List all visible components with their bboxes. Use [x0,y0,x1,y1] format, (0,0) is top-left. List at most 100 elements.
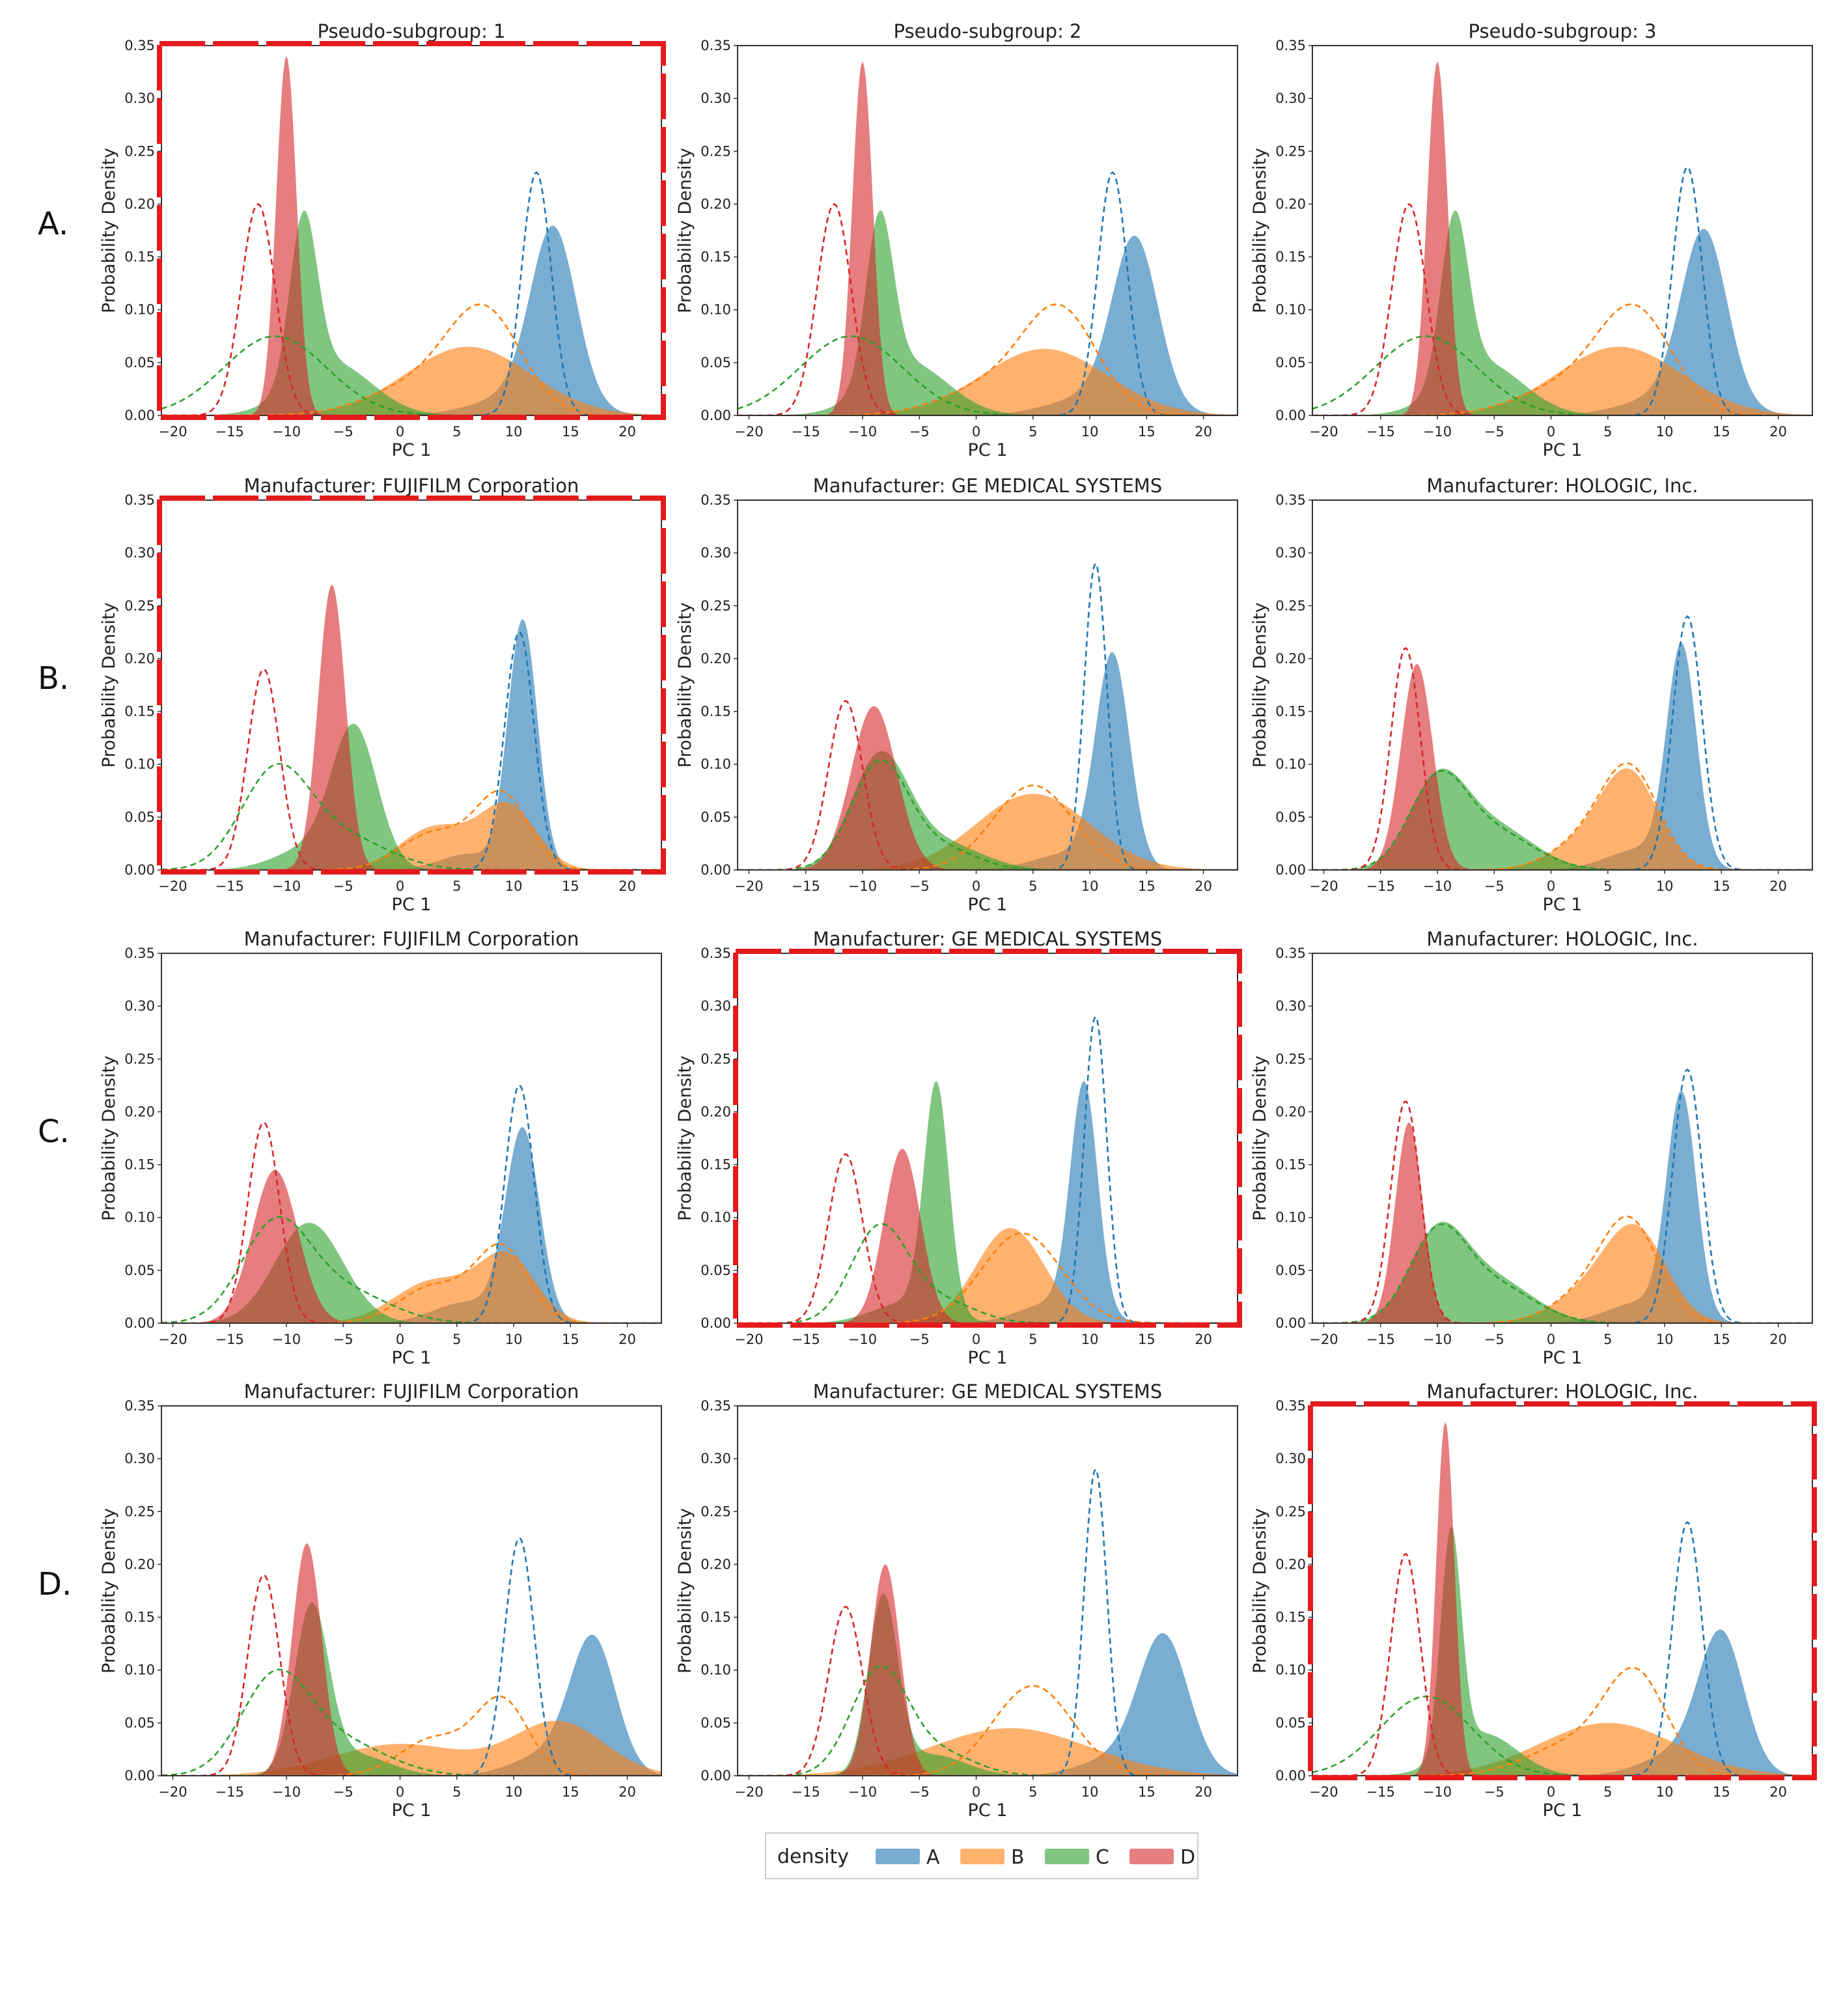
y-tick-label: 0.25 [124,1051,155,1067]
x-tick-label: 0 [396,1784,404,1800]
plot-area [1312,615,1812,870]
x-tick-label: 20 [1769,1784,1787,1800]
x-tick-label: −20 [158,1332,187,1347]
panel-6: Manufacturer: HOLOGIC, Inc. 0.00 0.05 0.10 0… [1250,475,1813,915]
filled-density-b [738,794,1238,870]
plot-area [161,1084,661,1323]
dashed-density-b [738,1232,1238,1323]
y-tick-label: 0.30 [124,998,155,1014]
y-tick-label: 0.25 [700,143,731,159]
x-tick-label: −15 [792,878,820,894]
y-tick-label: 0.35 [1275,945,1306,961]
y-axis-label: Probability Density [1250,1508,1270,1673]
x-tick-label: 20 [1769,424,1787,440]
y-tick-label: 0.10 [124,1210,155,1225]
y-tick-label: 0.00 [124,1315,155,1331]
panel-title: Manufacturer: FUJIFILM Corporation [244,928,579,950]
y-axis-label: Probability Density [1250,1056,1270,1221]
x-tick-label: 20 [1195,878,1212,894]
x-axis-label: PC 1 [968,1800,1008,1821]
y-axis-label: Probability Density [99,1056,119,1221]
filled-density-a [161,225,661,415]
dashed-density-c [161,1668,661,1776]
y-tick-label: 0.10 [1275,757,1306,772]
panel-frame [737,1405,1238,1776]
filled-density-a [161,619,661,870]
x-tick-label: 10 [505,1332,523,1347]
plot-area [161,584,661,870]
x-tick-label: −20 [734,424,763,440]
legend-label-c: C [1096,1846,1109,1869]
x-tick-label: 5 [1029,1784,1037,1800]
x-tick-label: 5 [452,1332,461,1347]
dashed-density-c [1312,770,1812,870]
plot-area [738,1467,1238,1776]
x-axis-label: PC 1 [968,895,1008,915]
legend-swatch-b [960,1849,1004,1864]
y-tick-label: 0.30 [1275,91,1306,106]
y-tick-label: 0.15 [1275,249,1306,265]
dashed-density-d [738,1605,1238,1776]
x-tick-label: −10 [1423,424,1452,440]
x-tick-label: 15 [562,1332,579,1347]
filled-density-d [738,706,1238,870]
x-tick-label: −20 [158,1784,187,1800]
x-tick-label: −15 [792,424,820,440]
x-tick-label: −10 [1423,1784,1452,1800]
dashed-density-d [1312,203,1812,415]
panel-5: Manufacturer: GE MEDICAL SYSTEMS 0.00 0.05… [675,475,1238,915]
x-tick-label: −5 [1484,1784,1504,1800]
x-tick-label: −10 [272,878,301,894]
plot-area [161,56,661,415]
y-axis-label: Probability Density [1250,148,1270,313]
x-tick-label: −10 [848,878,877,894]
x-tick-label: 15 [1138,424,1156,440]
dashed-density-b [161,789,661,870]
x-tick-label: −10 [1423,1332,1452,1347]
y-tick-label: 0.00 [700,862,731,878]
x-tick-label: −5 [333,424,353,440]
x-tick-label: 0 [1547,1332,1555,1347]
y-tick-label: 0.15 [1275,704,1306,720]
dashed-density-c [161,335,661,415]
y-axis-label: Probability Density [675,602,695,768]
y-tick-label: 0.30 [1275,998,1306,1014]
y-tick-label: 0.30 [1275,1451,1306,1466]
filled-density-b [1312,768,1812,870]
y-tick-label: 0.20 [700,1556,731,1572]
x-tick-label: 15 [562,1784,579,1800]
y-tick-label: 0.15 [124,1610,155,1625]
plot-area [1312,1068,1812,1323]
y-tick-label: 0.10 [700,1662,731,1678]
x-tick-label: −15 [792,1332,820,1347]
filled-density-b [161,802,661,870]
x-tick-label: 10 [1081,878,1099,894]
y-tick-label: 0.05 [124,1715,155,1731]
x-tick-label: 20 [618,878,636,894]
x-tick-label: −15 [792,1784,820,1800]
y-tick-label: 0.35 [700,492,731,508]
x-axis-label: PC 1 [392,1800,432,1821]
panel-frame [737,45,1238,416]
x-tick-label: −15 [215,1332,244,1347]
x-tick-label: −5 [909,878,930,894]
y-tick-label: 0.20 [700,651,731,666]
y-tick-label: 0.00 [1275,862,1306,878]
x-tick-label: 10 [1656,1332,1674,1347]
x-tick-label: 20 [618,1332,636,1347]
x-tick-label: 10 [1081,424,1099,440]
filled-density-b [1312,1224,1812,1323]
panel-frame [1312,499,1813,871]
panel-9: Manufacturer: HOLOGIC, Inc. 0.00 0.05 0.10 0… [1250,928,1813,1368]
x-tick-label: 0 [972,424,980,440]
filled-density-d [161,1543,661,1776]
x-tick-label: 10 [1656,878,1674,894]
filled-density-d [1312,61,1812,415]
x-tick-label: 10 [1081,1332,1099,1347]
y-tick-label: 0.10 [1275,1210,1306,1225]
x-tick-label: −5 [1484,1332,1504,1347]
x-tick-label: −10 [848,1332,877,1347]
panel-frame [1312,953,1813,1324]
y-tick-label: 0.00 [1275,1768,1306,1784]
x-axis-label: PC 1 [392,895,432,915]
